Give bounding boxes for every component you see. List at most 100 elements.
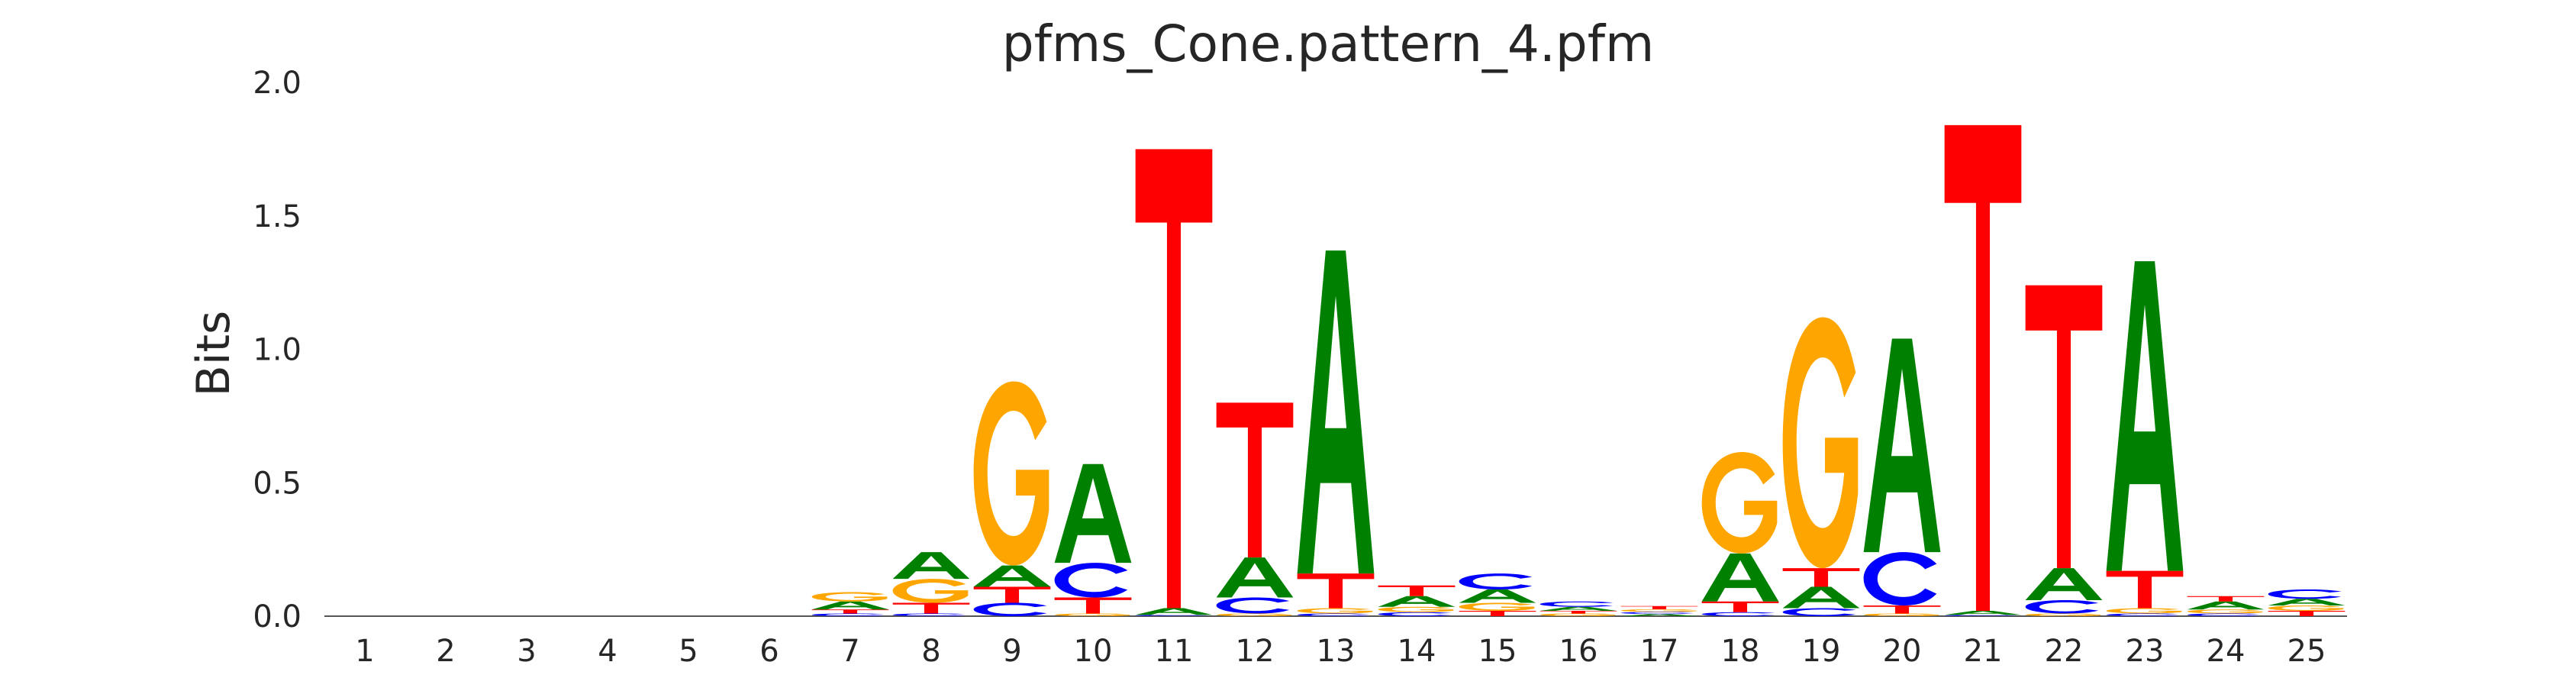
logo-letter-shape (1378, 606, 1454, 612)
logo-column (1054, 463, 1132, 616)
logo-letter-G (2187, 609, 2263, 614)
logo-letter-shape (2187, 609, 2263, 614)
logo-letter-shape (1863, 613, 1939, 616)
logo-letter-T (2106, 570, 2184, 609)
logo-letter-T (1539, 611, 1617, 614)
y-tick-label: 1.0 (253, 333, 301, 368)
logo-letter-shape (2106, 608, 2182, 614)
logo-letter-A (1459, 589, 1536, 603)
logo-letter-G (1539, 613, 1616, 616)
logo-letter-shape (1539, 601, 1614, 607)
x-tick-label: 18 (1721, 634, 1760, 669)
x-tick-label: 7 (840, 634, 859, 669)
x-tick-label: 19 (1802, 634, 1841, 669)
logo-letter-T (1944, 124, 2022, 612)
logo-letter-C (811, 613, 885, 616)
logo-letter-shape (811, 613, 885, 616)
logo-letter-A (1944, 611, 2022, 615)
logo-letter-A (2268, 599, 2345, 606)
logo-letter-T (1782, 568, 1860, 587)
logo-letter-shape (1054, 563, 1128, 598)
logo-letter-shape (1135, 149, 1213, 609)
logo-letter-shape (1782, 317, 1859, 569)
logo-letter-A (1620, 614, 1698, 616)
logo-letter-shape (1459, 589, 1536, 603)
logo-letter-shape (1216, 597, 1290, 614)
logo-letter-A (2106, 261, 2184, 571)
x-tick-label: 14 (1398, 634, 1436, 669)
logo-letter-shape (1054, 463, 1132, 563)
logo-column (2187, 596, 2265, 616)
x-tick-label: 17 (1640, 634, 1679, 669)
y-tick-label: 1.5 (253, 199, 301, 234)
logo-letter-shape (1216, 557, 1294, 598)
logo-letter-T (1701, 601, 1779, 612)
x-tick-label: 5 (679, 634, 698, 669)
logo-letter-shape (1620, 612, 1694, 615)
logo-letter-C (1539, 601, 1614, 607)
logo-letter-A (1378, 596, 1456, 607)
logo-letter-shape (2025, 568, 2103, 601)
logo-letter-C (1297, 613, 1371, 616)
logo-letter-T (973, 586, 1051, 603)
logo-letter-shape (1782, 568, 1860, 587)
logo-letter-shape (1378, 596, 1456, 607)
logo-column (1135, 149, 1213, 616)
x-tick-label: 16 (1559, 634, 1598, 669)
logo-letter-shape (1944, 611, 2022, 615)
x-tick-label: 11 (1155, 634, 1194, 669)
logo-letter-C (973, 602, 1047, 616)
logo-letter-shape (2025, 613, 2101, 616)
logo-letter-T (1863, 605, 1941, 614)
logo-column (1539, 601, 1617, 616)
logo-letter-shape (2268, 611, 2345, 616)
x-tick-label: 8 (921, 634, 940, 669)
logo-letter-shape (2187, 601, 2265, 610)
x-tick-label: 20 (1883, 634, 1922, 669)
logo-letter-C (1135, 615, 1209, 616)
logo-letter-C (1944, 615, 2018, 616)
logo-letter-shape (1054, 613, 1130, 616)
logo-letter-shape (1297, 573, 1375, 609)
logo-column (2106, 261, 2184, 616)
logo-letter-shape (2106, 261, 2184, 571)
logo-letter-C (892, 613, 966, 616)
logo-letter-G (1378, 606, 1454, 612)
logo-letter-shape (1701, 612, 1775, 616)
logo-letter-C (1782, 608, 1856, 616)
x-tick-label: 9 (1002, 634, 1021, 669)
logo-letter-shape (892, 579, 969, 603)
logo-column (1378, 585, 1456, 616)
logo-letter-shape (2025, 285, 2103, 569)
logo-letter-shape (2025, 600, 2099, 614)
logo-letter-shape (1216, 613, 1292, 616)
logo-column (1944, 124, 2022, 616)
logo-letter-shape (2106, 613, 2180, 616)
x-tick-label: 24 (2207, 634, 2246, 669)
logo-letter-G (1054, 613, 1130, 616)
logo-letter-C (1459, 573, 1533, 590)
logo-letter-C (2268, 589, 2342, 599)
x-tick-label: 6 (759, 634, 779, 669)
logo-letter-A (1135, 608, 1213, 615)
logo-letter-shape (1863, 338, 1941, 553)
logo-letter-shape (1782, 608, 1856, 616)
chart-title: pfms_Cone.pattern_4.pfm (1002, 15, 1655, 73)
y-axis-ticks: 0.0 0.5 1.0 1.5 2.0 (253, 66, 301, 634)
logo-letter-shape (1863, 552, 1937, 606)
logo-letter-shape (2187, 613, 2261, 616)
logo-letter-shape (811, 592, 888, 602)
logo-letter-G (1782, 317, 1859, 569)
logo-letter-shape (1701, 601, 1779, 612)
logo-letter-C (2106, 613, 2180, 616)
y-tick-label: 0.5 (253, 466, 301, 501)
logo-letter-C (1054, 563, 1128, 598)
logo-letter-shape (1378, 585, 1456, 596)
logo-letter-shape (892, 552, 970, 580)
logo-letter-shape (892, 613, 966, 616)
logo-letter-G (1863, 613, 1939, 616)
logo-letter-shape (1135, 608, 1213, 615)
logo-letter-A (1701, 553, 1779, 602)
y-tick-label: 0.0 (253, 599, 301, 634)
logo-letter-shape (1378, 612, 1452, 616)
